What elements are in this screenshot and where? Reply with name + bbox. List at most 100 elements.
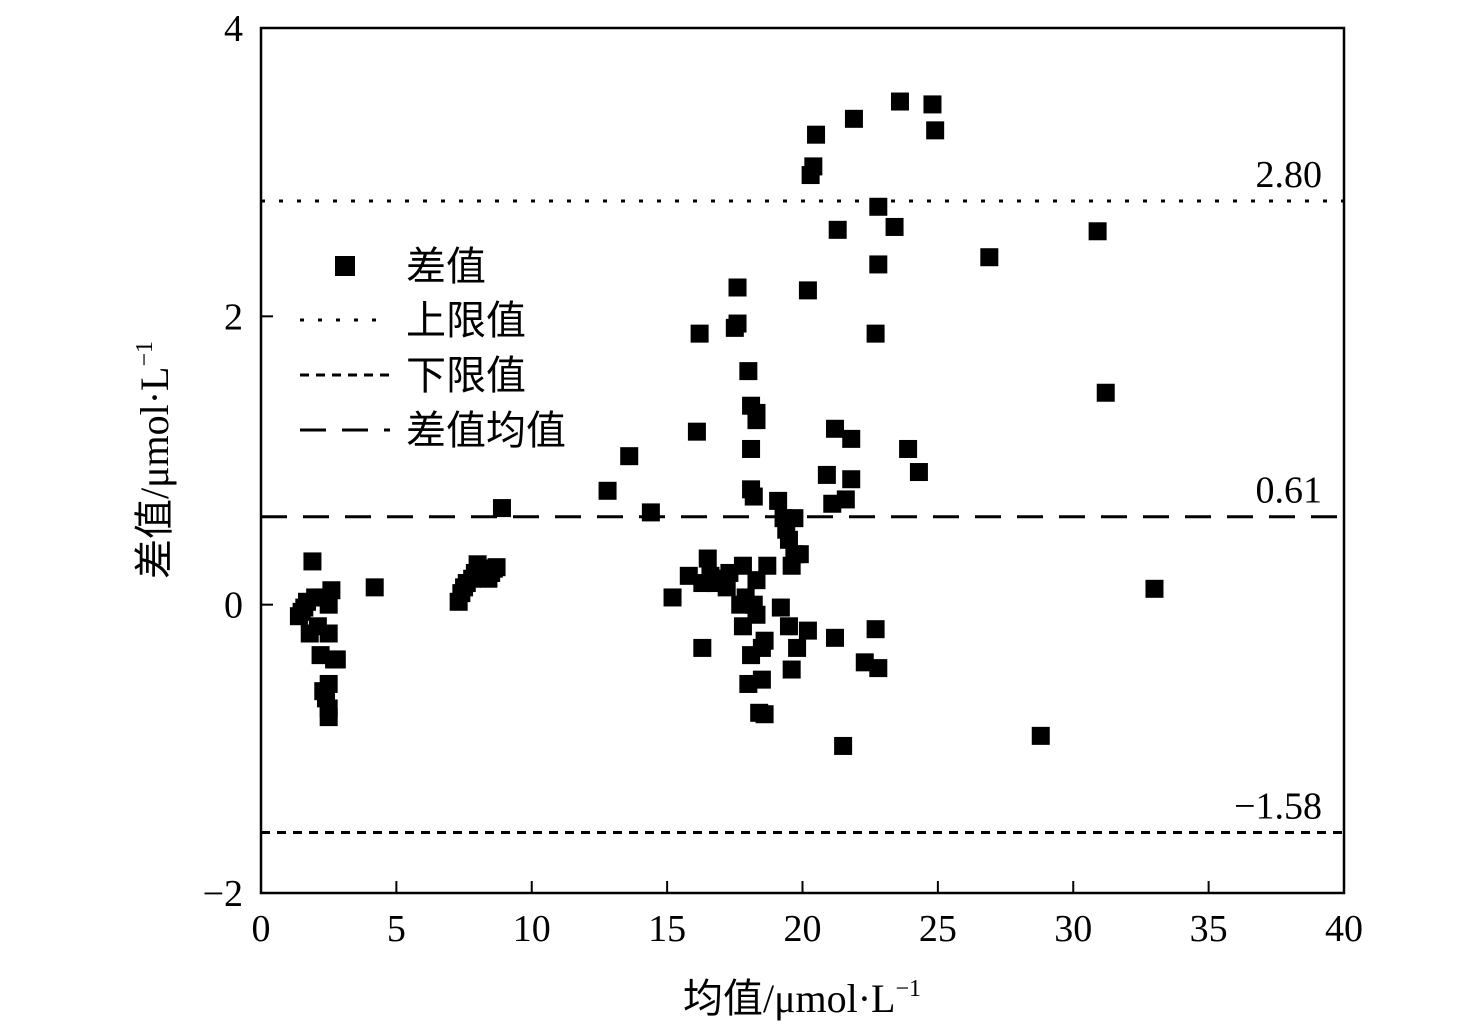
data-point <box>747 571 766 590</box>
data-point <box>742 439 761 458</box>
data-point <box>752 670 771 689</box>
legend-label: 差值均值 <box>406 408 566 453</box>
data-point <box>890 92 909 111</box>
data-point <box>739 362 758 381</box>
data-point <box>319 708 338 727</box>
data-point <box>782 660 801 679</box>
data-point <box>733 617 752 636</box>
reference-line-labels: 2.80 −1.58 0.61 <box>1234 154 1322 827</box>
data-point <box>1145 579 1164 598</box>
data-point <box>790 545 809 564</box>
data-point <box>823 494 842 513</box>
data-point <box>641 503 660 522</box>
data-point <box>311 646 330 665</box>
data-point <box>679 566 698 585</box>
data-point <box>866 620 885 639</box>
data-point <box>866 324 885 343</box>
data-point <box>779 617 798 636</box>
data-point <box>487 558 506 577</box>
data-point <box>1096 383 1115 402</box>
data-point <box>788 638 807 657</box>
data-point <box>744 487 763 506</box>
data-point <box>798 281 817 300</box>
data-point <box>855 653 874 672</box>
x-tick-label: 20 <box>784 908 822 950</box>
data-point <box>319 595 338 614</box>
data-point <box>693 638 712 657</box>
data-point <box>771 598 790 617</box>
data-point <box>836 490 855 509</box>
data-point <box>747 403 766 422</box>
data-point <box>885 217 904 236</box>
data-point <box>728 278 747 297</box>
upper-limit-label: 2.80 <box>1256 154 1323 196</box>
x-tick-label: 30 <box>1054 908 1092 950</box>
x-tick-label: 5 <box>387 908 406 950</box>
legend-label: 下限值 <box>406 353 526 398</box>
legend-marker-square <box>335 256 355 276</box>
data-point <box>755 705 774 724</box>
data-point <box>663 588 682 607</box>
data-point <box>899 439 918 458</box>
data-point <box>980 248 999 267</box>
lower-limit-label: −1.58 <box>1234 785 1322 827</box>
y-axis-title: 差值/μmol·L−1 <box>132 341 177 579</box>
data-point <box>842 470 861 489</box>
x-tick-label: 25 <box>919 908 957 950</box>
data-point <box>620 447 639 466</box>
data-point <box>758 556 777 575</box>
y-tick-label: 4 <box>224 8 243 50</box>
data-point <box>817 465 836 484</box>
data-point <box>804 157 823 176</box>
data-point <box>869 255 888 274</box>
data-point <box>807 125 826 144</box>
data-point <box>779 530 798 549</box>
data-point <box>365 578 384 597</box>
data-point <box>869 197 888 216</box>
legend-label: 上限值 <box>406 298 526 343</box>
data-point <box>769 491 788 510</box>
data-point <box>733 556 752 575</box>
data-point <box>844 109 863 128</box>
x-tick-label: 0 <box>252 908 271 950</box>
data-point <box>825 628 844 647</box>
data-point <box>923 95 942 114</box>
data-point <box>728 314 747 333</box>
data-point <box>909 463 928 482</box>
data-point <box>717 578 736 597</box>
data-point <box>1088 222 1107 241</box>
data-point <box>755 631 774 650</box>
y-tick-label: 2 <box>224 296 243 338</box>
data-point <box>687 422 706 441</box>
x-tick-label: 35 <box>1190 908 1228 950</box>
x-axis-title: 均值/μmol·L−1 <box>683 976 921 1021</box>
data-point <box>492 499 511 518</box>
data-point <box>747 605 766 624</box>
data-points <box>289 92 1164 755</box>
y-tick-label: −2 <box>203 873 243 915</box>
data-point <box>1031 726 1050 745</box>
data-point <box>319 674 338 693</box>
data-point <box>698 549 717 568</box>
data-point <box>322 581 341 600</box>
data-point <box>598 481 617 500</box>
data-point <box>869 659 888 678</box>
data-point <box>842 429 861 448</box>
mean-difference-label: 0.61 <box>1256 470 1323 512</box>
data-point <box>720 563 739 582</box>
data-point <box>825 419 844 438</box>
data-point <box>319 624 338 643</box>
plot-frame <box>259 26 1346 895</box>
data-point <box>828 220 847 239</box>
x-tick-label: 10 <box>513 908 551 950</box>
data-point <box>739 674 758 693</box>
x-tick-label: 15 <box>648 908 686 950</box>
data-point <box>785 509 804 528</box>
legend-label: 差值 <box>406 244 486 289</box>
data-point <box>327 650 346 669</box>
data-point <box>926 121 945 140</box>
data-point <box>798 621 817 640</box>
